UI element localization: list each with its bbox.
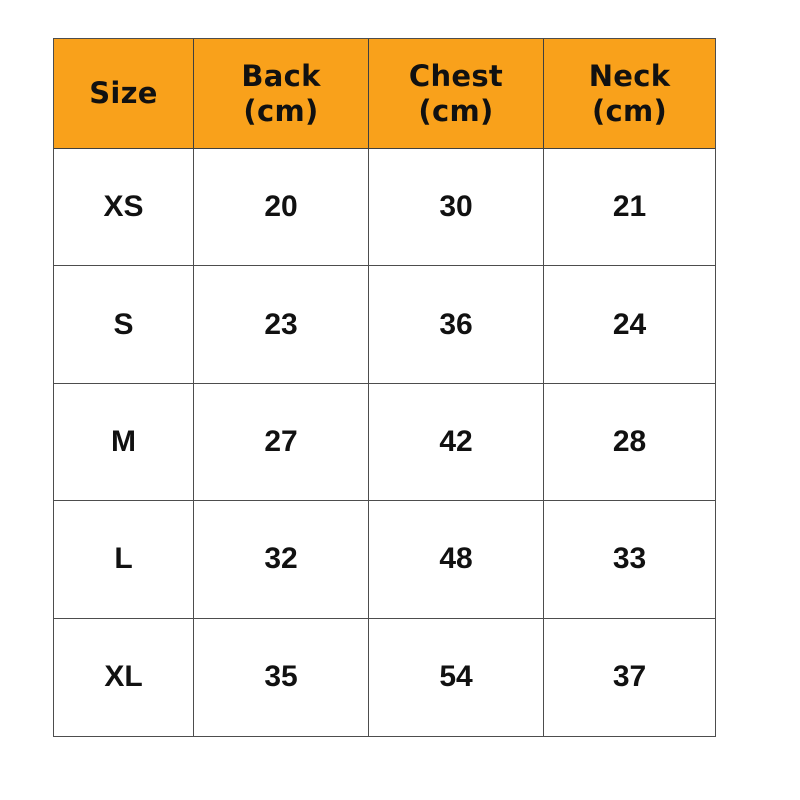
size-chart-table: Size Back (cm) Chest (cm) Neck (cm) XS 2… — [53, 38, 716, 737]
cell-chest: 42 — [369, 383, 544, 502]
cell-back: 32 — [194, 501, 369, 619]
header-cell-size: Size — [54, 39, 194, 149]
header-cell-neck: Neck (cm) — [544, 39, 715, 149]
header-cell-chest: Chest (cm) — [369, 39, 544, 149]
cell-chest: 30 — [369, 149, 544, 267]
cell-back: 20 — [194, 149, 369, 267]
header-cell-back: Back (cm) — [194, 39, 369, 149]
cell-chest: 54 — [369, 618, 544, 736]
cell-back: 27 — [194, 383, 369, 502]
cell-chest: 36 — [369, 266, 544, 384]
cell-neck: 24 — [544, 266, 715, 384]
cell-chest: 48 — [369, 501, 544, 619]
cell-size: M — [54, 383, 194, 502]
cell-back: 35 — [194, 618, 369, 736]
cell-size: XL — [54, 618, 194, 736]
cell-size: XS — [54, 149, 194, 267]
cell-neck: 33 — [544, 501, 715, 619]
cell-size: L — [54, 501, 194, 619]
cell-neck: 28 — [544, 384, 715, 502]
cell-neck: 37 — [612, 660, 647, 694]
cell-size: S — [54, 266, 194, 384]
cell-back: 23 — [194, 266, 369, 384]
cell-neck: 21 — [544, 149, 715, 267]
